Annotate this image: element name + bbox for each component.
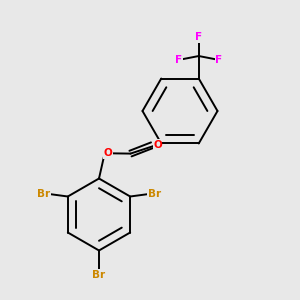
Text: O: O bbox=[104, 148, 113, 158]
Text: F: F bbox=[195, 32, 202, 42]
Text: O: O bbox=[153, 140, 162, 150]
Text: Br: Br bbox=[148, 189, 161, 199]
Text: F: F bbox=[215, 55, 222, 64]
Text: Br: Br bbox=[37, 189, 50, 199]
Text: Br: Br bbox=[92, 269, 106, 280]
Text: F: F bbox=[175, 55, 182, 64]
